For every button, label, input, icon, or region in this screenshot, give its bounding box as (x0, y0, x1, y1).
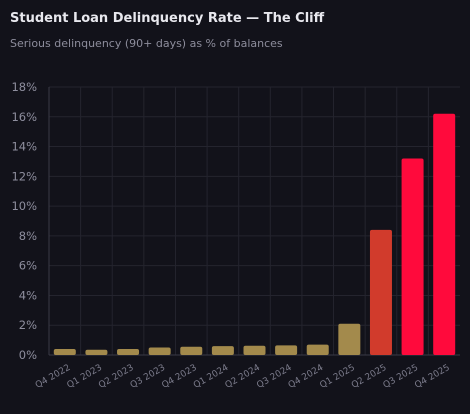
x-tick-label: Q4 2024 (287, 363, 326, 391)
bar (180, 346, 203, 355)
bar (369, 229, 392, 355)
grid-layer (49, 86, 460, 355)
y-tick-label: 10% (11, 199, 37, 213)
x-tick-label: Q1 2023 (66, 363, 104, 391)
x-tick-label: Q3 2025 (382, 363, 420, 391)
x-tick-label: Q2 2025 (350, 363, 388, 391)
bar (306, 344, 329, 355)
x-tick-label: Q3 2023 (129, 363, 167, 391)
bar (433, 113, 456, 355)
bar (338, 323, 361, 355)
bars-layer (53, 113, 456, 355)
y-tick-label: 6% (19, 259, 37, 273)
x-tick-label: Q2 2023 (97, 363, 135, 391)
bar (85, 349, 108, 355)
x-tick-label: Q2 2024 (224, 363, 263, 391)
x-tick-label: Q4 2023 (160, 363, 198, 391)
chart-title: Student Loan Delinquency Rate — The Clif… (10, 11, 325, 26)
axis-layer (48, 87, 460, 356)
y-tick-label: 18% (11, 80, 37, 94)
x-tick-label: Q4 2025 (413, 363, 451, 391)
y-tick-label: 14% (11, 140, 37, 154)
bar (211, 346, 234, 355)
x-tick-label: Q1 2024 (192, 363, 231, 391)
y-tick-label: 16% (11, 110, 37, 124)
bar (243, 345, 266, 355)
bar (401, 158, 424, 355)
chart-subtitle: Serious delinquency (90+ days) as % of b… (10, 37, 283, 50)
y-tick-label: 2% (19, 318, 37, 332)
y-tick-label: 12% (11, 169, 37, 183)
y-tick-label: 8% (19, 229, 37, 243)
bar (275, 345, 298, 355)
y-tick-label: 0% (19, 348, 37, 362)
x-tick-label: Q3 2024 (255, 363, 294, 391)
bar (117, 349, 140, 355)
bar (148, 347, 171, 355)
x-tick-label: Q1 2025 (318, 363, 356, 391)
bar (53, 349, 76, 355)
y-tick-label: 4% (19, 288, 37, 302)
x-tick-label: Q4 2022 (34, 363, 72, 391)
